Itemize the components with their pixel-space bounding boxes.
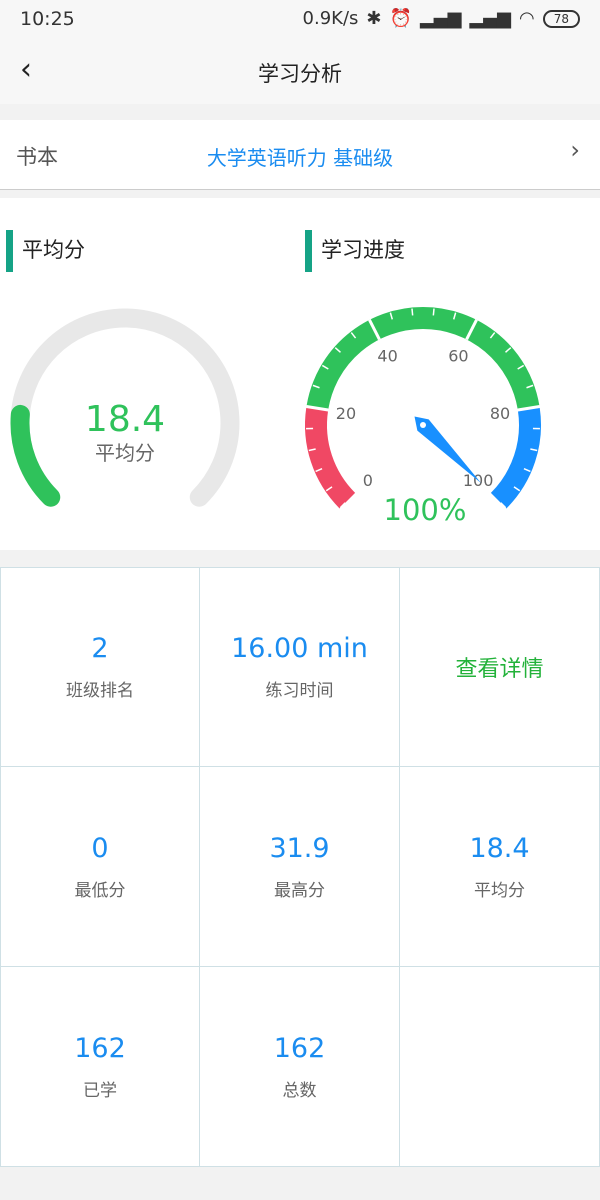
progress-band bbox=[305, 407, 356, 509]
book-selector[interactable]: 书本 大学英语听力 基础级 › bbox=[0, 120, 600, 190]
gauge-tick bbox=[315, 467, 323, 473]
gauge-tick bbox=[452, 312, 457, 320]
gauge-tick bbox=[321, 364, 329, 370]
stat-learned: 162 已学 bbox=[0, 967, 200, 1167]
gauge-tick bbox=[334, 347, 341, 353]
gauge-split-line bbox=[517, 405, 540, 412]
battery-icon: 78 bbox=[542, 9, 580, 28]
gauge-tick bbox=[523, 467, 531, 473]
signal-icon: ▂▄▆ bbox=[469, 8, 511, 29]
gauge-tick bbox=[350, 332, 357, 339]
wifi-icon: ◠ bbox=[519, 8, 535, 29]
stat-label: 练习时间 bbox=[265, 681, 334, 701]
gauge-tick bbox=[517, 364, 525, 370]
gauge-tick bbox=[339, 502, 346, 509]
gauge-tick bbox=[308, 448, 316, 452]
progress-band bbox=[490, 407, 541, 509]
gauge-tick-label: 60 bbox=[448, 347, 468, 366]
chevron-right-icon: › bbox=[570, 136, 580, 164]
gauge-tick bbox=[432, 308, 435, 316]
gauge-split-line bbox=[368, 319, 381, 341]
stat-value: 2 bbox=[91, 633, 109, 664]
gauge-tick-label: 20 bbox=[336, 404, 356, 423]
stat-label: 班级排名 bbox=[66, 681, 134, 701]
gauge-tick-label: 0 bbox=[363, 471, 373, 490]
stat-total: 162 总数 bbox=[200, 967, 400, 1167]
gauge-tick bbox=[489, 332, 496, 339]
stat-value: 31.9 bbox=[269, 832, 330, 864]
back-button[interactable]: ‹ bbox=[20, 52, 32, 87]
gauge-tick bbox=[513, 486, 521, 492]
average-label: 平均分 bbox=[95, 441, 155, 465]
charts-panel: 平均分 学习进度 18.4 平均分 0 20 40 60 80 100 100% bbox=[0, 198, 600, 550]
status-bar: 10:25 0.9K/s ✱ ⏰ ▂▄▆ ▂▄▆ ◠ 78 bbox=[0, 0, 600, 40]
stat-class-rank: 2 班级排名 bbox=[0, 567, 200, 767]
average-value: 18.4 bbox=[85, 399, 165, 440]
view-details-link[interactable]: 查看详情 bbox=[455, 657, 544, 682]
average-section-title: 平均分 bbox=[6, 230, 85, 272]
stat-label: 最低分 bbox=[74, 880, 126, 901]
gauge-split-line bbox=[306, 405, 329, 412]
stats-grid: 2 班级排名 16.00 min 练习时间 查看详情 0 最低分 31.9 最高分 18… bbox=[0, 567, 600, 1167]
stat-value: 0 bbox=[91, 832, 109, 864]
page-title: 学习分析 bbox=[258, 62, 342, 86]
gauge-tick bbox=[530, 448, 538, 452]
bluetooth-icon: ✱ bbox=[366, 8, 382, 29]
stat-label: 最高分 bbox=[274, 880, 325, 901]
stat-label: 总数 bbox=[282, 1080, 317, 1101]
stat-label: 已学 bbox=[83, 1080, 117, 1101]
gauge-tick bbox=[389, 312, 394, 320]
status-time: 10:25 bbox=[20, 8, 75, 30]
stat-value: 18.4 bbox=[469, 832, 530, 864]
progress-band bbox=[306, 307, 540, 410]
view-details-cell[interactable]: 查看详情 bbox=[400, 567, 600, 767]
gauge-tick-label: 80 bbox=[490, 404, 510, 423]
empty-cell bbox=[400, 967, 600, 1167]
gauge-tick bbox=[325, 486, 333, 492]
book-value[interactable]: 大学英语听力 基础级 bbox=[206, 146, 394, 170]
stat-value: 162 bbox=[273, 1032, 326, 1064]
chevron-left-icon: ‹ bbox=[20, 52, 32, 87]
progress-value: 100% bbox=[384, 493, 467, 527]
progress-needle bbox=[414, 416, 481, 483]
gauge-tick bbox=[526, 384, 534, 389]
gauge-tick bbox=[312, 384, 320, 389]
stat-average-score: 18.4 平均分 bbox=[400, 767, 600, 967]
alarm-icon: ⏰ bbox=[389, 8, 412, 29]
stat-label: 平均分 bbox=[474, 880, 525, 901]
gauge-split-line bbox=[465, 319, 478, 341]
net-speed: 0.9K/s bbox=[302, 8, 359, 29]
needle-pivot bbox=[420, 422, 426, 428]
gauge-tick bbox=[411, 308, 414, 316]
stat-practice-time: 16.00 min 练习时间 bbox=[200, 567, 400, 767]
progress-section-title: 学习进度 bbox=[305, 230, 405, 272]
average-gauge-fill bbox=[10, 404, 61, 507]
gauge-tick bbox=[500, 502, 507, 509]
gauge-tick-label: 40 bbox=[377, 347, 397, 366]
signal-hd-icon: ▂▄▆ bbox=[419, 8, 462, 29]
stat-value: 162 bbox=[74, 1032, 126, 1064]
gauge-tick bbox=[505, 347, 512, 353]
stat-value: 16.00 min bbox=[231, 633, 368, 664]
book-label: 书本 bbox=[16, 145, 58, 169]
nav-bar: ‹ 学习分析 bbox=[0, 40, 600, 104]
stat-min-score: 0 最低分 bbox=[0, 767, 200, 967]
stat-max-score: 31.9 最高分 bbox=[200, 767, 400, 967]
